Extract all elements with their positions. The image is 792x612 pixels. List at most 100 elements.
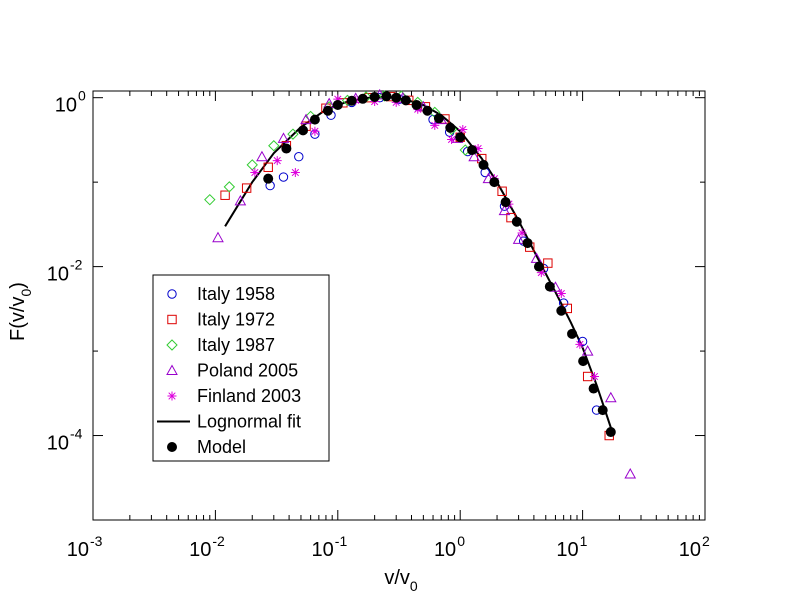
data-point-finland-2003 bbox=[290, 168, 300, 178]
x-tick-label-base: 10 bbox=[434, 539, 456, 561]
data-point-model bbox=[433, 113, 444, 124]
x-tick-label: 10 -2 bbox=[189, 533, 225, 561]
data-point-model bbox=[400, 95, 411, 106]
legend-item-model: Model bbox=[167, 437, 246, 457]
data-point-italy-1958 bbox=[294, 152, 304, 162]
legend-label-italy-1987: Italy 1987 bbox=[197, 335, 275, 355]
x-tick-label: 10 -1 bbox=[312, 533, 348, 561]
data-point-model bbox=[381, 91, 392, 102]
series-model bbox=[263, 91, 616, 438]
data-point-finland-2003 bbox=[473, 144, 483, 154]
data-point-finland-2003 bbox=[575, 339, 585, 349]
x-tick-label-exponent: -1 bbox=[335, 533, 348, 549]
data-point-model bbox=[578, 356, 589, 367]
legend-symbol-finland-2003 bbox=[167, 391, 177, 401]
data-point-model bbox=[369, 91, 380, 102]
data-point-italy-1958 bbox=[278, 172, 289, 182]
data-point-poland-2005 bbox=[581, 345, 594, 356]
data-point-model bbox=[332, 99, 343, 110]
data-point-model bbox=[263, 173, 274, 184]
legend-item-poland-2005: Poland 2005 bbox=[166, 361, 298, 381]
legend-label-model: Model bbox=[197, 437, 246, 457]
legend-box bbox=[152, 274, 330, 462]
data-point-poland-2005 bbox=[624, 468, 637, 479]
data-point-finland-2003 bbox=[589, 372, 599, 382]
data-point-model bbox=[298, 125, 309, 136]
data-point-finland-2003 bbox=[430, 120, 440, 130]
x-tick-label-exponent: 2 bbox=[702, 533, 710, 549]
data-point-italy-1972 bbox=[497, 186, 507, 196]
data-point-finland-2003 bbox=[272, 156, 282, 166]
data-point-poland-2005 bbox=[498, 204, 511, 216]
data-point-poland-2005 bbox=[212, 231, 224, 243]
plot-area-border bbox=[92, 90, 706, 521]
x-tick-label-base: 10 bbox=[189, 539, 211, 561]
data-point-italy-1972 bbox=[241, 183, 252, 193]
legend-symbol-model bbox=[167, 442, 177, 452]
data-point-finland-2003 bbox=[447, 134, 457, 144]
data-point-finland-2003 bbox=[556, 289, 566, 299]
data-point-poland-2005 bbox=[256, 150, 268, 162]
y-tick-label-base: 10 bbox=[55, 95, 77, 117]
data-point-italy-1972 bbox=[220, 190, 230, 200]
data-point-model bbox=[422, 105, 433, 116]
data-point-model bbox=[489, 177, 500, 188]
x-tick-label-exponent: -2 bbox=[212, 533, 225, 549]
y-tick-label: 10 0 bbox=[55, 88, 86, 117]
x-tick-label-exponent: 1 bbox=[580, 533, 588, 549]
data-point-model bbox=[309, 114, 320, 125]
data-point-model bbox=[597, 405, 608, 416]
axis-labels: 10 -3 10 -2 10 -1 10 0 10 1 10 210 -410 -210 0v/v0F(v/… bbox=[7, 88, 710, 594]
legend-label-italy-1958: Italy 1958 bbox=[197, 284, 275, 304]
data-point-model bbox=[567, 328, 578, 339]
legend-item-finland-2003: Finland 2003 bbox=[167, 386, 301, 406]
legend-item-italy-1987: Italy 1987 bbox=[166, 335, 275, 355]
legend-symbol-italy-1972 bbox=[167, 314, 177, 325]
data-point-model bbox=[544, 281, 555, 292]
data-point-finland-2003 bbox=[250, 168, 260, 178]
data-point-model bbox=[357, 93, 368, 104]
data-point-italy-1987 bbox=[204, 193, 216, 206]
data-point-italy-1972 bbox=[543, 258, 553, 268]
data-point-model bbox=[455, 132, 466, 143]
y-axis-title: F(v/v0) bbox=[7, 282, 34, 341]
legend-symbol-italy-1958 bbox=[167, 289, 177, 299]
data-point-italy-1972 bbox=[263, 162, 273, 172]
y-tick-label-base: 10 bbox=[47, 433, 69, 455]
data-point-poland-2005 bbox=[604, 391, 617, 403]
data-point-model bbox=[522, 238, 533, 249]
y-tick-label-exponent: -2 bbox=[70, 257, 83, 273]
data-point-model bbox=[322, 105, 333, 116]
data-point-poland-2005 bbox=[468, 150, 480, 162]
data-points-layer bbox=[204, 88, 637, 479]
legend-item-italy-1972: Italy 1972 bbox=[167, 310, 275, 330]
data-point-poland-2005 bbox=[300, 113, 312, 125]
x-tick-label: 10 2 bbox=[679, 533, 710, 561]
data-point-model bbox=[533, 261, 544, 272]
data-point-model bbox=[556, 305, 567, 316]
legend-symbol-italy-1987 bbox=[166, 339, 178, 351]
x-tick-label: 10 -3 bbox=[67, 533, 103, 561]
data-point-finland-2003 bbox=[458, 125, 468, 135]
legend-label-poland-2005: Poland 2005 bbox=[197, 361, 298, 381]
x-tick-label-base: 10 bbox=[679, 539, 701, 561]
x-tick-label: 10 1 bbox=[556, 533, 587, 561]
data-point-finland-2003 bbox=[333, 94, 343, 104]
x-tick-label-base: 10 bbox=[312, 539, 334, 561]
legend-symbol-poland-2005 bbox=[166, 364, 178, 375]
axis-ticks bbox=[92, 91, 706, 521]
x-axis-title: v/v0 bbox=[384, 567, 418, 594]
legend-label-finland-2003: Finland 2003 bbox=[197, 386, 301, 406]
data-point-finland-2003 bbox=[517, 228, 527, 238]
x-tick-label-base: 10 bbox=[67, 539, 89, 561]
data-point-model bbox=[467, 145, 478, 156]
legend-item-lognormal-fit: Lognormal fit bbox=[157, 412, 301, 432]
y-tick-label-exponent: 0 bbox=[78, 88, 86, 104]
data-point-model bbox=[605, 427, 616, 438]
data-point-model bbox=[478, 159, 489, 170]
data-point-italy-1987 bbox=[223, 181, 236, 193]
y-tick-label: 10 -4 bbox=[47, 426, 83, 455]
x-tick-label-base: 10 bbox=[556, 539, 578, 561]
legend-label-italy-1972: Italy 1972 bbox=[197, 310, 275, 330]
